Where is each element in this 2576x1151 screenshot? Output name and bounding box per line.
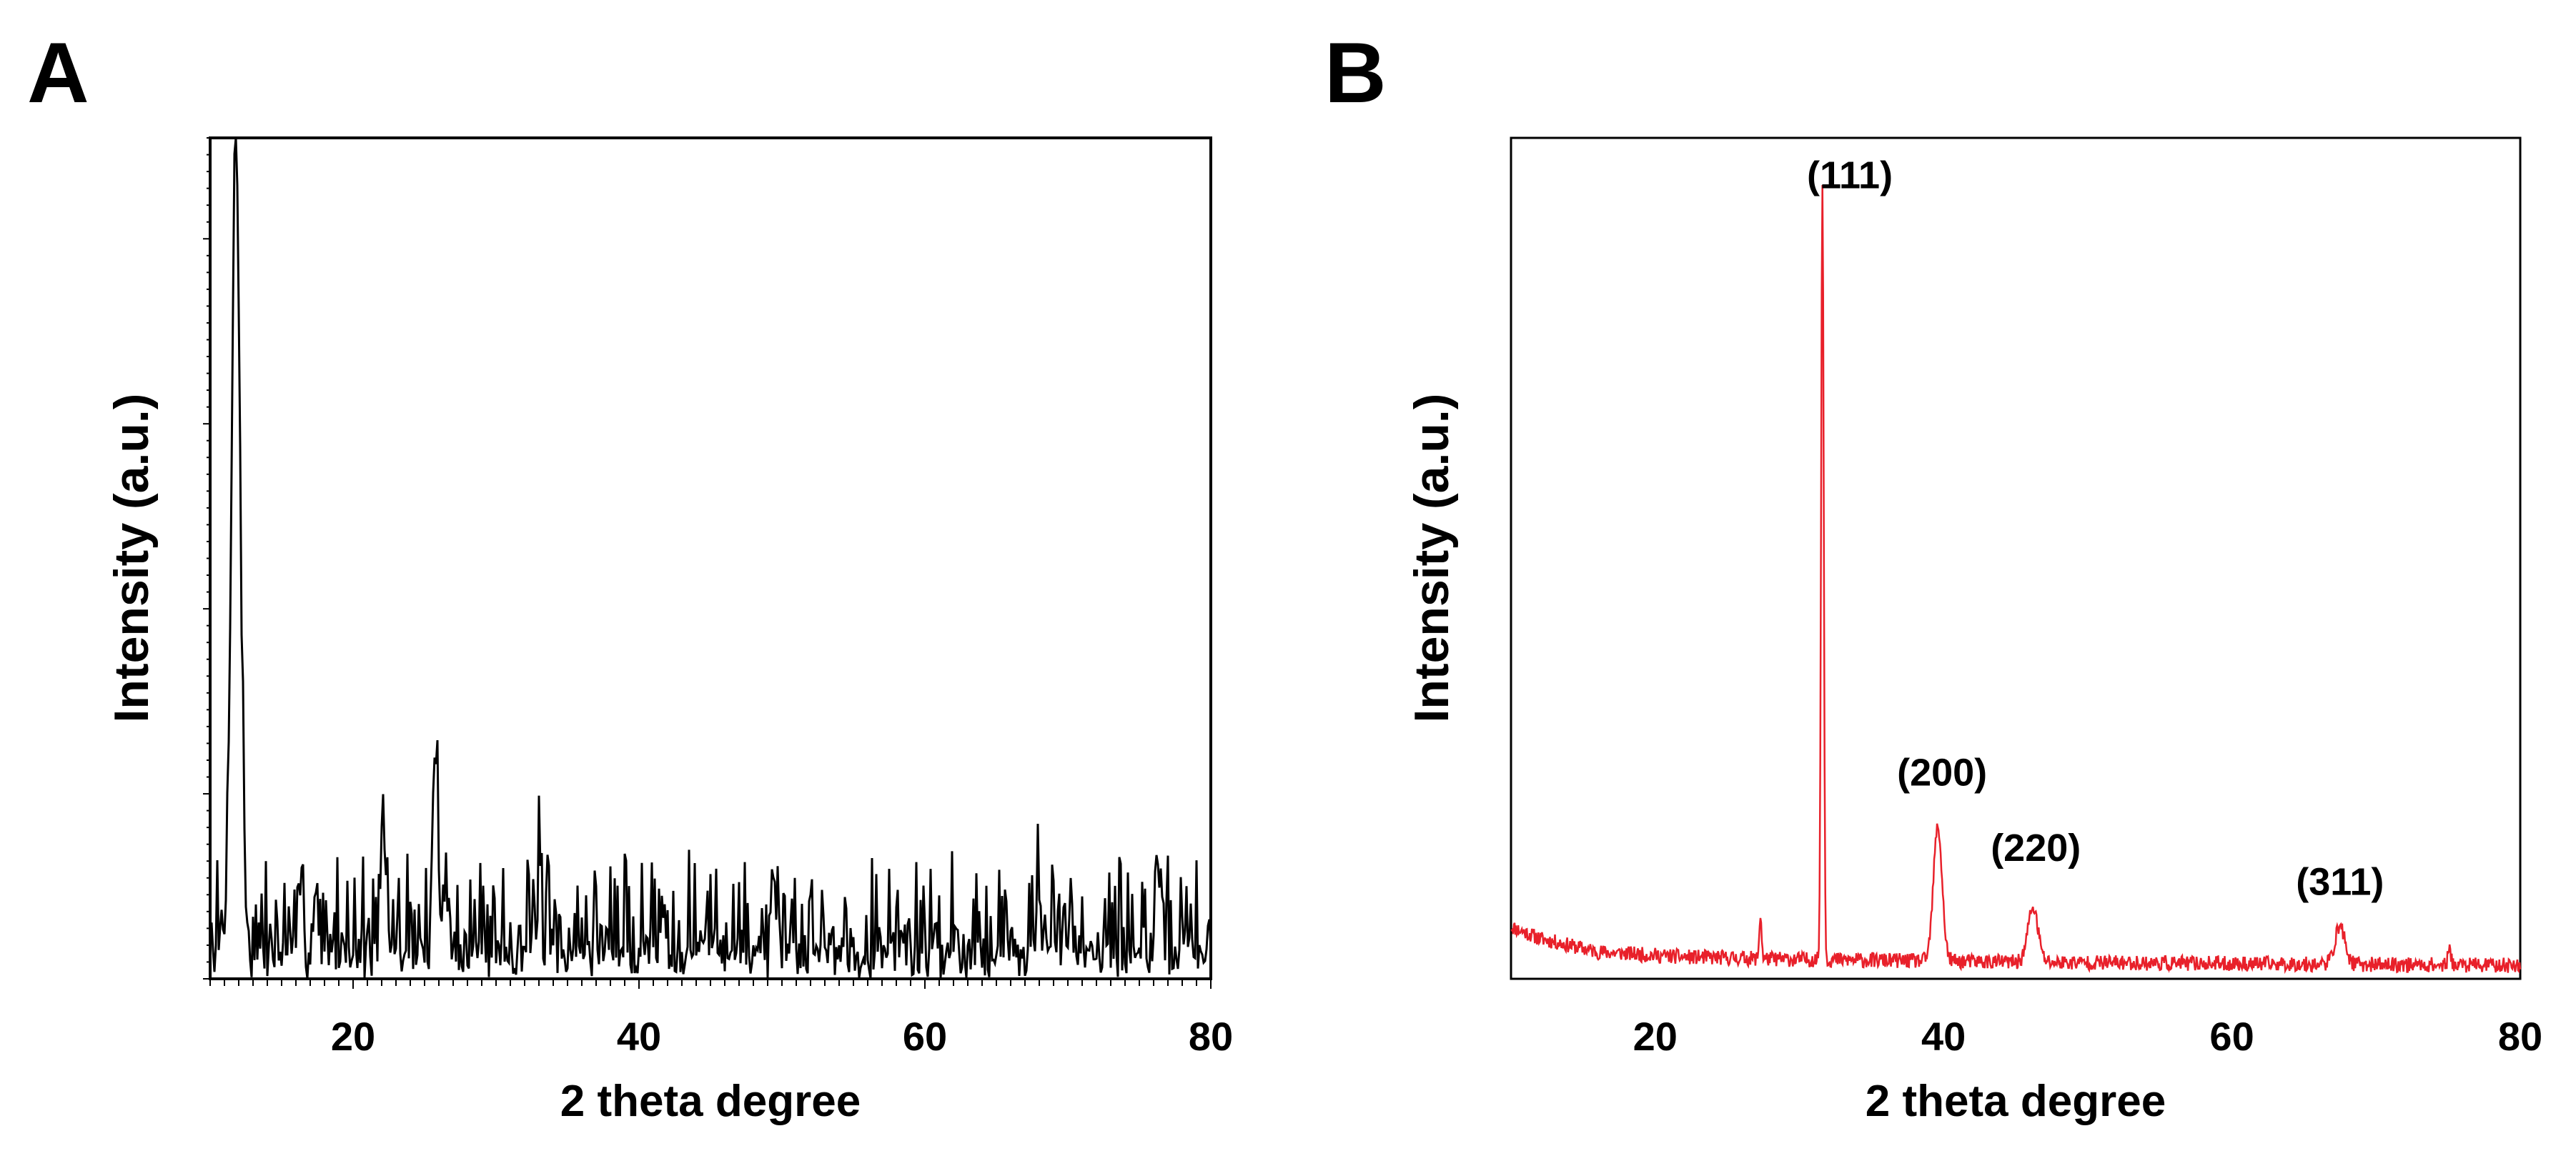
- panel-b-x-tick-label: 80: [2498, 1014, 2542, 1059]
- panel-a-x-tick-labels: 20 40 60 80: [331, 1014, 1233, 1059]
- panel-a-letter: A: [27, 25, 89, 121]
- panel-b-peak-label: (111): [1807, 154, 1893, 197]
- panel-a-x-minor-ticks: [209, 979, 1212, 989]
- panel-b: B (111) (200)(220) (311) 20 40 60 80 2 theta …: [1324, 25, 2542, 1126]
- panel-a-x-tick-label: 60: [903, 1014, 947, 1059]
- panel-a: A 20 40 60 80 2 theta degree Intensity (a.u…: [27, 25, 1233, 1126]
- panel-a-frame: [209, 136, 1212, 980]
- panel-a-x-tick-label: 20: [331, 1014, 375, 1059]
- panel-b-frame: [1510, 136, 2522, 980]
- panel-b-series-line: [1510, 185, 2522, 975]
- panel-b-x-tick-label: 60: [2209, 1014, 2254, 1059]
- panel-a-x-axis-label: 2 theta degree: [560, 1077, 861, 1126]
- panel-b-x-tick-labels: 20 40 60 80: [1633, 1014, 2543, 1059]
- panel-a-series-line: [209, 137, 1212, 979]
- panel-b-annotations: (111) (200)(220) (311): [1807, 154, 2384, 904]
- panel-b-plot-area: (111) (200)(220) (311) 20 40 60 80 2 theta de…: [1405, 136, 2543, 1126]
- panel-b-peak-label: (311): [2296, 860, 2384, 903]
- panel-a-x-tick-label: 40: [617, 1014, 661, 1059]
- panel-b-peak-label: (220): [1991, 827, 2081, 870]
- panel-b-peak-label: (200): [1897, 751, 1987, 794]
- panel-b-y-axis-label: Intensity (a.u.): [1405, 394, 1459, 723]
- panel-a-y-minor-ticks: [203, 137, 210, 980]
- panel-a-plot-area: 20 40 60 80 2 theta degree Intensity (a.u.): [104, 136, 1233, 1126]
- panel-b-x-tick-label: 40: [1921, 1014, 1966, 1059]
- panel-b-x-axis-label: 2 theta degree: [1866, 1077, 2166, 1126]
- panel-a-x-tick-label: 80: [1189, 1014, 1233, 1059]
- panel-a-y-axis-label: Intensity (a.u.): [104, 394, 159, 723]
- panel-b-letter: B: [1324, 25, 1387, 121]
- panel-b-x-tick-label: 20: [1633, 1014, 1678, 1059]
